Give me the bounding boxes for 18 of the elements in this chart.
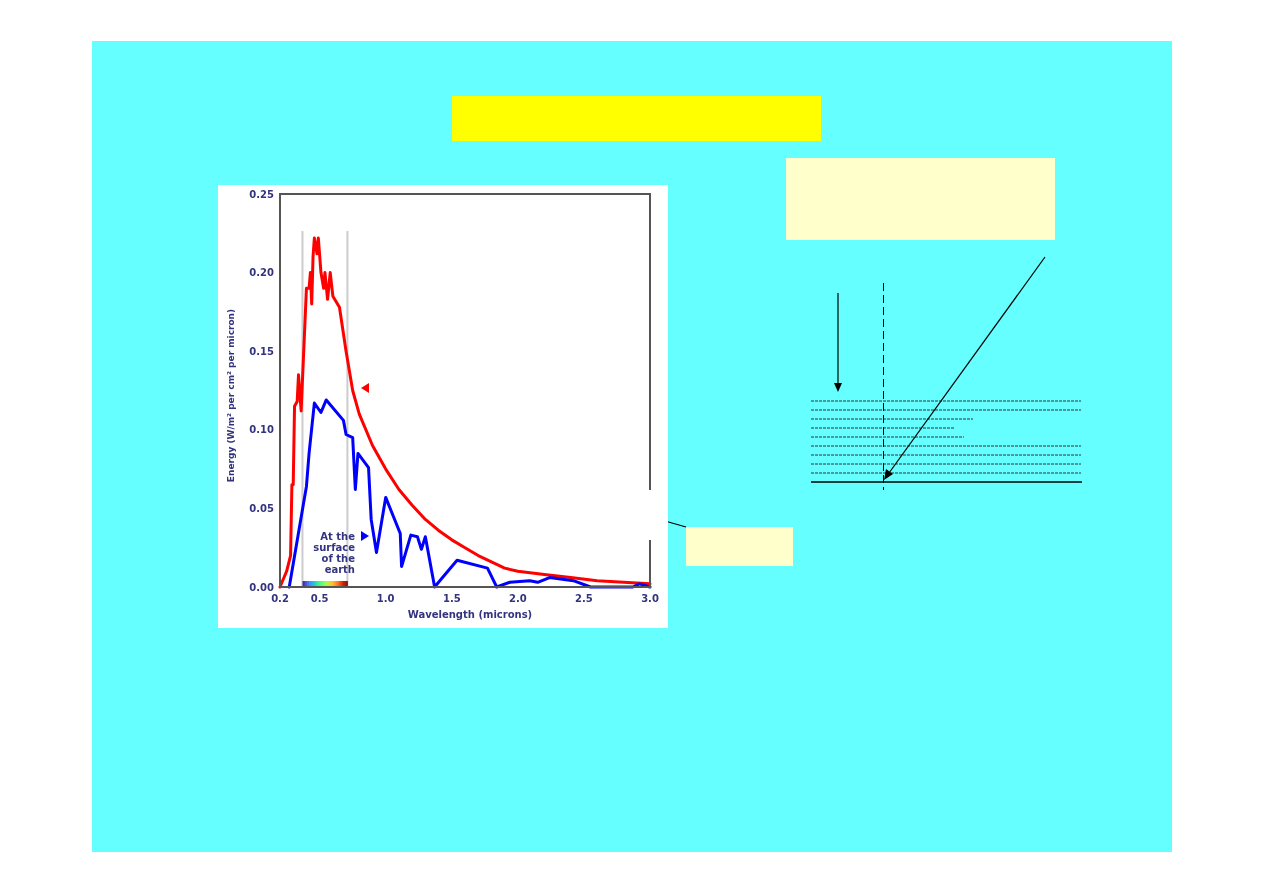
y-tick-label: 0.15 (249, 345, 275, 357)
x-axis-title: Wavelength (microns) (407, 609, 533, 620)
x-tick-label: 1.0 (376, 593, 395, 604)
line-series (278, 236, 652, 589)
y-tick-label: 0.05 (249, 502, 275, 514)
y-tick-label: 0.10 (249, 424, 275, 436)
x-tick-label: 0.2 (271, 593, 289, 604)
x-tick-label: 2.5 (575, 593, 593, 604)
x-tick-label: 0.5 (310, 593, 329, 604)
line-series (287, 398, 652, 589)
y-tick-label: 0.20 (249, 267, 275, 279)
y-tick-label: 0.00 (249, 581, 275, 593)
annotation: At the surface of the earth (313, 531, 356, 575)
x-tick-label: 1.5 (442, 593, 461, 604)
y-tick-label: 0.25 (249, 188, 275, 200)
x-tick-label: 2.0 (509, 593, 527, 604)
x-tick-label: 3.0 (641, 593, 659, 604)
y-axis-title: Energy (W/m² per cm² per micron) (226, 308, 236, 483)
